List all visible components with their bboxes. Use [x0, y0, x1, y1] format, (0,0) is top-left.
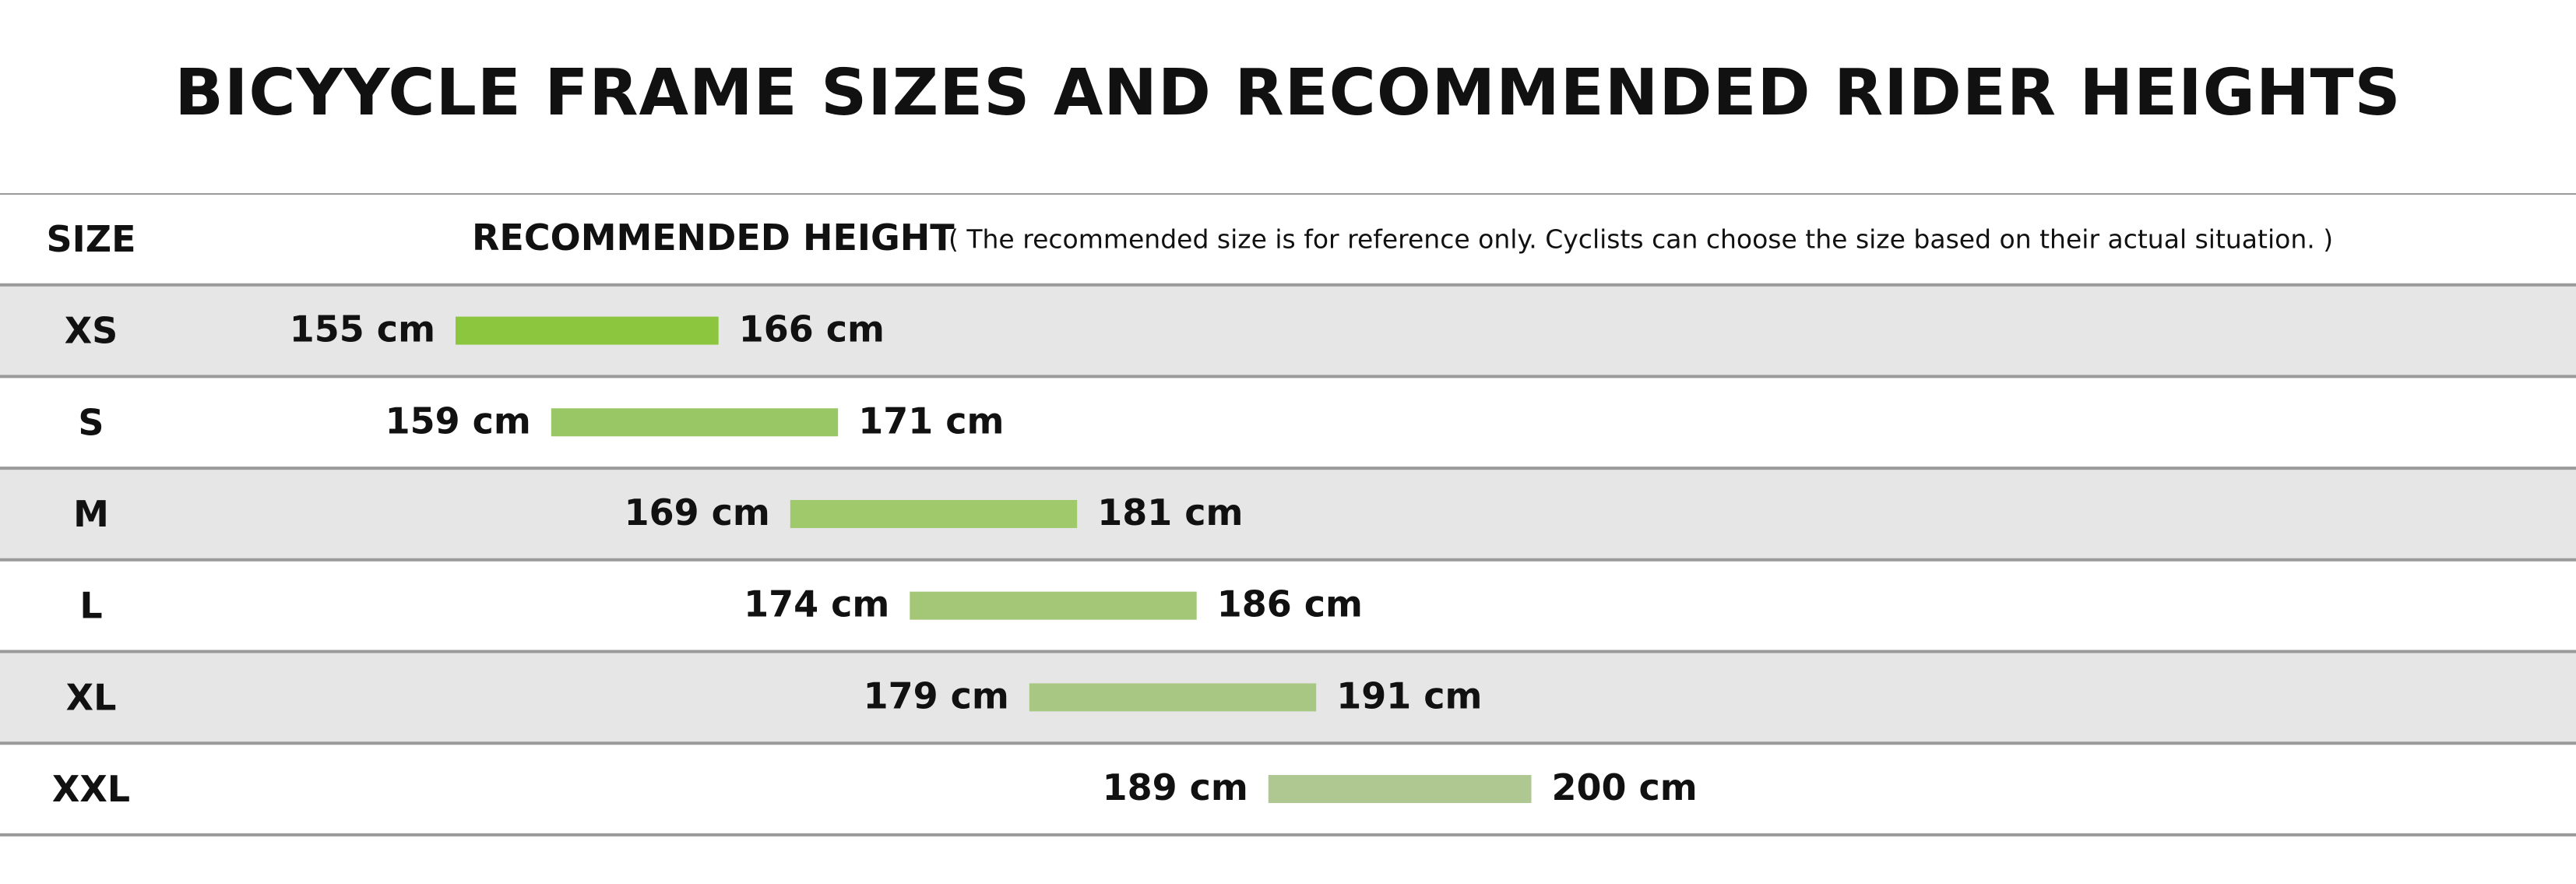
size-label-m: M: [73, 493, 109, 535]
size-label-xxl: XXL: [52, 768, 130, 810]
height-range-bar-l: [910, 591, 1197, 620]
height-range-bar-xs: [456, 316, 719, 345]
size-label-xs: XS: [65, 310, 118, 352]
size-range-chart: SIZE RECOMMENDED HEIGHT( The recommended …: [0, 193, 2576, 836]
row-background: [0, 376, 2576, 469]
min-height-label: 169 cm: [625, 491, 770, 534]
reference-note: ( The recommended size is for reference …: [948, 224, 2333, 254]
size-label-l: L: [79, 585, 102, 627]
max-height-label: 191 cm: [1336, 674, 1482, 717]
height-range-bar-xxl: [1268, 775, 1532, 804]
max-height-label: 181 cm: [1097, 491, 1243, 534]
size-label-xl: XL: [66, 676, 117, 718]
row-background: [0, 468, 2576, 560]
max-height-label: 200 cm: [1552, 766, 1698, 808]
size-column-header: SIZE: [46, 218, 135, 260]
max-height-label: 166 cm: [739, 308, 885, 350]
min-height-label: 155 cm: [290, 308, 435, 350]
height-range-bar-s: [551, 408, 839, 437]
min-height-label: 179 cm: [864, 674, 1009, 717]
height-column-header: RECOMMENDED HEIGHT: [472, 217, 955, 259]
max-height-label: 186 cm: [1217, 583, 1363, 625]
height-range-bar-xl: [1029, 683, 1317, 712]
row-background: [0, 559, 2576, 652]
page-title: BICYYCLE FRAME SIZES AND RECOMMENDED RID…: [174, 56, 2402, 130]
min-height-label: 174 cm: [744, 583, 889, 625]
min-height-label: 159 cm: [385, 400, 531, 442]
height-range-bar-m: [790, 499, 1078, 528]
max-height-label: 171 cm: [858, 400, 1004, 442]
size-label-s: S: [78, 401, 104, 443]
row-background: [0, 284, 2576, 377]
min-height-label: 189 cm: [1103, 766, 1248, 808]
